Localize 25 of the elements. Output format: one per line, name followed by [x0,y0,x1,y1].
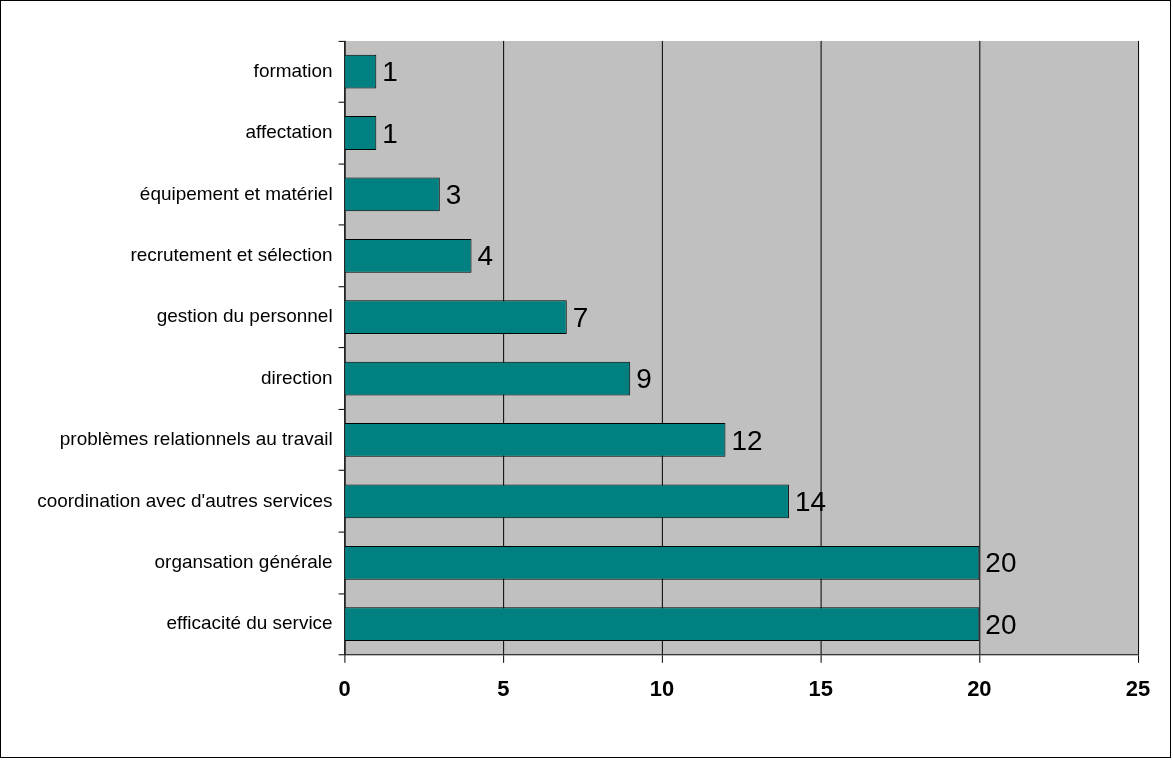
x-tick-label: 10 [649,676,675,702]
y-tick-label: affectation [245,121,333,143]
y-tick-label: recrutement et sélection [130,244,333,265]
y-tick-label: direction [260,366,333,388]
y-tick-label: équipement et matériel [139,182,333,204]
data-label: 9 [636,363,652,395]
data-label: 1 [382,117,398,149]
y-tick-label: coordination avec d'autres services [37,489,333,511]
x-tick-label: 0 [338,676,351,702]
data-label: 20 [985,608,1017,640]
x-tick-label: 5 [497,676,510,702]
x-tick-label: 20 [967,676,992,702]
y-tick-label: problèmes relationnels au travail [59,428,333,450]
data-label: 12 [731,424,763,456]
y-tick-label: organsation générale [154,551,333,572]
data-label: 7 [572,301,589,333]
data-label: 3 [445,179,462,211]
data-label: 4 [477,240,494,272]
y-tick-label: efficacité du service [166,612,333,634]
y-tick-label: formation [253,59,333,81]
x-tick-label: 15 [808,676,833,702]
y-tick-label: gestion du personnel [156,305,333,327]
data-label: 20 [985,547,1017,579]
data-label: 1 [382,56,398,88]
x-tick-label: 25 [1125,676,1151,702]
